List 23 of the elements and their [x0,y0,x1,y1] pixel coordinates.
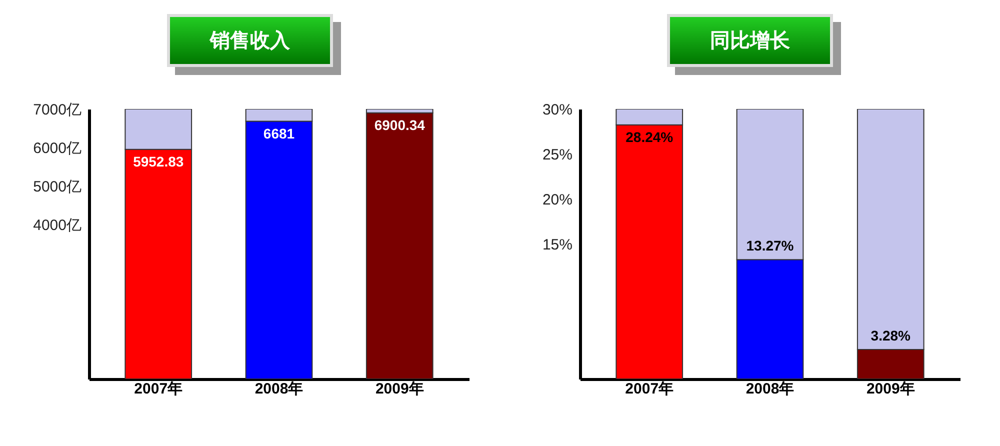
x-tick-label: 2008年 [745,380,794,398]
y-tick-label: 15% [542,236,572,254]
y-tick-label: 7000亿 [32,102,81,118]
y-tick-label: 20% [542,192,572,208]
y-tick-label: 25% [542,146,572,164]
chart-title: 同比增长 [667,14,833,67]
x-tick-label: 2008年 [254,380,303,398]
x-tick-label: 2007年 [134,380,182,398]
bar [365,112,433,379]
x-tick-label: 2009年 [374,380,424,398]
y-tick-label: 4000亿 [32,217,81,234]
x-tick-label: 2007年 [624,380,674,398]
y-tick-label: 6000亿 [32,140,81,158]
data-label: 6681 [262,125,294,142]
y-tick-label: 5000亿 [32,178,81,196]
x-tick-label: 2009年 [866,380,914,398]
data-label: 3.28% [870,327,911,344]
y-tick-label: 30% [542,102,572,118]
data-label: 5952.83 [132,153,184,170]
data-label: 28.24% [625,128,674,145]
chart-title: 销售收入 [167,14,333,67]
data-label: 13.27% [746,238,794,254]
data-label: 6900.34 [374,116,425,133]
